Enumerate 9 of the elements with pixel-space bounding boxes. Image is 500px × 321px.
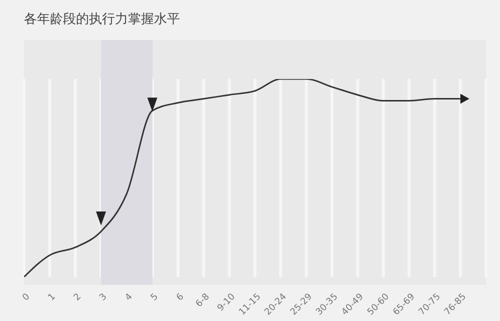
x-tick-label: 3 [98,292,110,304]
x-tick-label: 2 [72,292,84,304]
x-tick-label: 1 [46,292,58,304]
x-tick-label: 4 [124,292,135,304]
chart-title: 各年龄段的执行力掌握水平 [24,11,180,28]
x-tick-label: 0 [20,292,32,304]
x-tick-label: 6 [174,292,186,304]
x-tick-label: 5 [149,292,160,304]
x-tick-label: 6-8 [194,292,212,310]
